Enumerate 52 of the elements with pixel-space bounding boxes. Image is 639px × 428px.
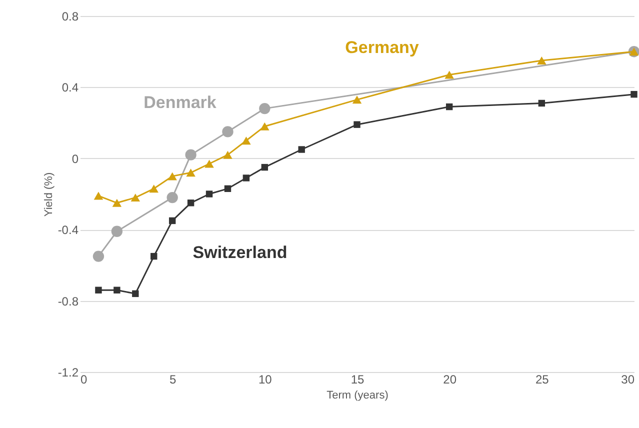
point: [149, 184, 158, 193]
point: [261, 164, 268, 171]
series-label: Denmark: [144, 93, 217, 112]
y-tick-label: 0.4: [62, 80, 79, 95]
point: [168, 217, 176, 224]
point: [114, 286, 120, 294]
point: [352, 96, 362, 104]
point: [354, 121, 360, 128]
y-tick-label: -1.2: [58, 366, 79, 380]
x-tick-label: 10: [258, 372, 272, 386]
series-label: Switzerland: [192, 243, 288, 262]
point: [150, 252, 158, 260]
point: [94, 192, 104, 200]
point: [242, 174, 250, 182]
point: [259, 102, 270, 114]
point: [630, 90, 638, 98]
point: [538, 100, 546, 107]
point: [132, 290, 139, 298]
x-axis-title: Term (years): [326, 390, 388, 402]
point: [111, 226, 123, 237]
point: [223, 150, 232, 159]
x-tick-label: 25: [535, 372, 550, 386]
point: [187, 200, 194, 206]
point: [242, 136, 251, 145]
y-tick-label: -0.4: [58, 223, 79, 238]
point: [166, 192, 178, 204]
point: [185, 149, 196, 160]
point: [186, 168, 196, 177]
point: [92, 250, 104, 262]
y-axis-title: Yield (%): [42, 172, 55, 217]
point: [168, 172, 177, 180]
point: [260, 122, 270, 130]
x-tick-label: 15: [350, 372, 364, 386]
x-tick-label: 0: [80, 372, 88, 386]
point: [446, 103, 453, 110]
x-tick-label: 20: [443, 372, 457, 386]
point: [224, 185, 232, 192]
point: [206, 190, 213, 198]
y-tick-label: 0.8: [62, 10, 79, 24]
point: [95, 286, 102, 294]
x-tick-label: 5: [169, 372, 176, 386]
point: [112, 198, 122, 207]
y-tick-label: -0.8: [58, 294, 79, 308]
point: [298, 146, 305, 153]
point: [130, 194, 140, 202]
point: [537, 56, 546, 64]
x-tick-label: 30: [621, 372, 635, 386]
point: [222, 126, 234, 138]
y-tick-label: 0: [72, 152, 79, 166]
series-label: Germany: [345, 38, 420, 57]
point: [444, 70, 454, 79]
point: [204, 160, 214, 168]
